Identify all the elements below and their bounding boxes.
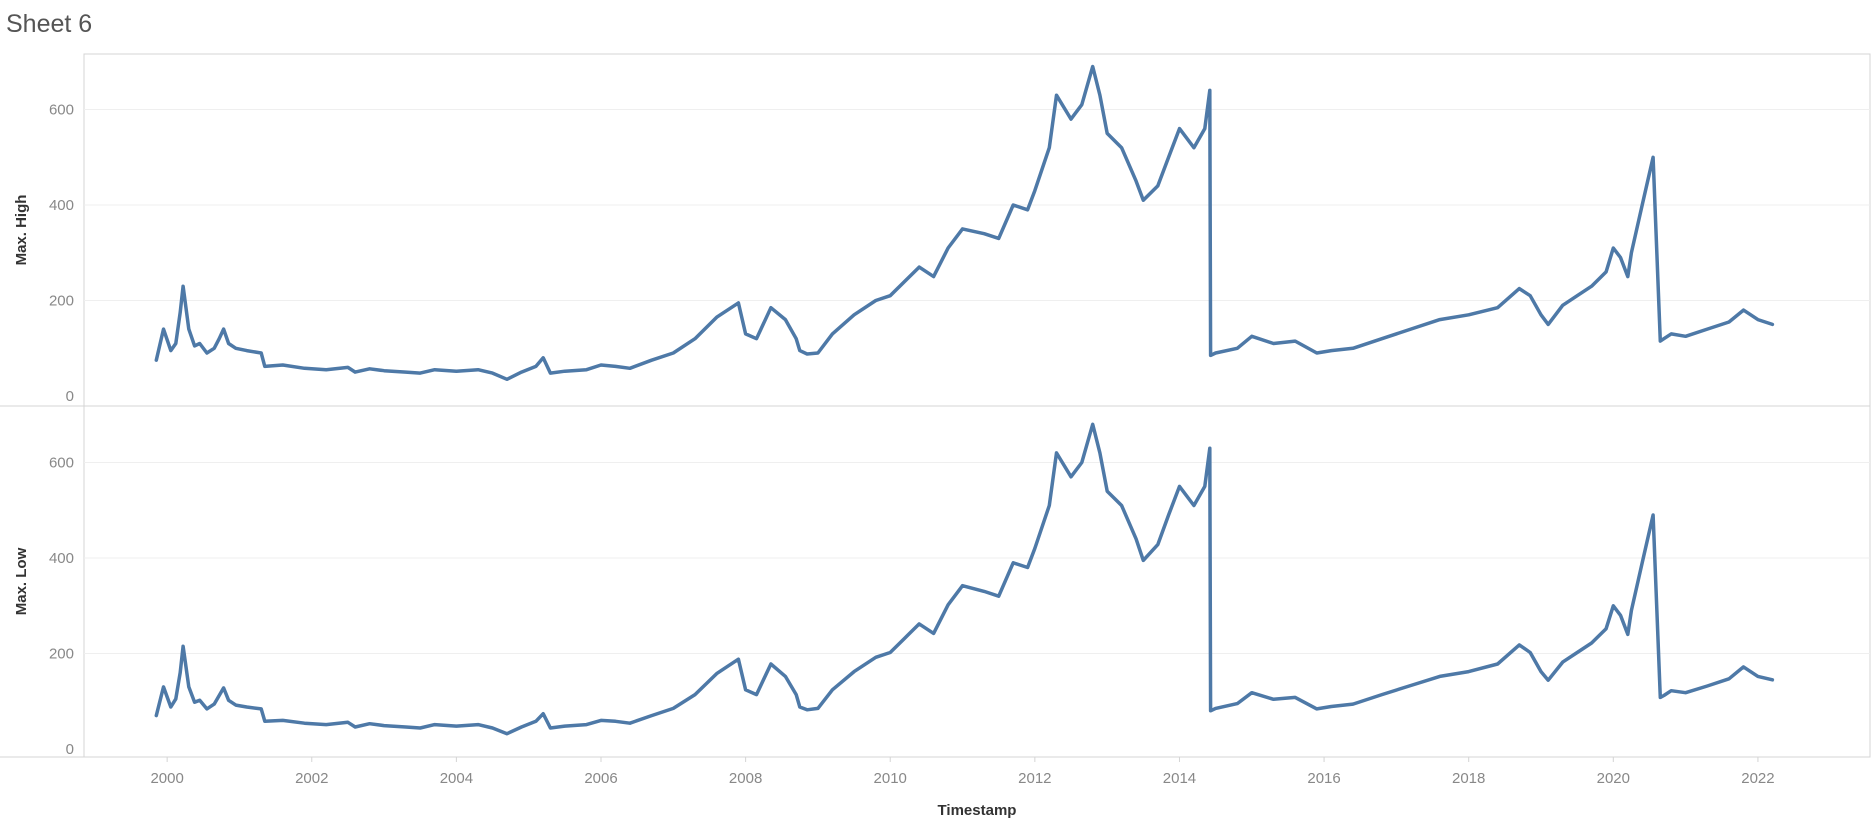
y-axis-title: Max. High [13,195,30,266]
x-tick-label: 2014 [1163,770,1196,787]
y-tick-label: 0 [66,388,74,405]
series-lines [154,64,1775,736]
y-axis-title: Max. Low [13,547,30,615]
series-line [154,422,1775,736]
x-tick-label: 2016 [1307,770,1340,787]
x-tick-label: 2004 [440,770,473,787]
x-tick-label: 2000 [150,770,183,787]
y-tick-labels: 0 200 400 600 0 200 400 600 [49,102,74,759]
y-tick-label: 400 [49,197,74,214]
y-tick-label: 600 [49,102,74,119]
y-tick-label: 200 [49,646,74,663]
chart-frame [0,53,1871,758]
x-tick-label: 2006 [584,770,617,787]
x-tick-label: 2002 [295,770,328,787]
y-tick-label: 600 [49,455,74,472]
x-tick-label: 2008 [729,770,762,787]
x-tick-label: 2020 [1597,770,1630,787]
y-tick-label: 400 [49,550,74,567]
series-line [154,64,1775,382]
y-axis-titles: Max. High Max. Low [13,195,30,616]
x-tick-label: 2018 [1452,770,1485,787]
x-tick-label: 2010 [874,770,907,787]
y-tick-label: 200 [49,293,74,310]
chart-gridlines [84,109,1870,654]
y-tick-label: 0 [66,741,74,758]
x-tick-label: 2022 [1741,770,1774,787]
sheet-title: Sheet 6 [6,10,93,38]
x-tick-labels: 2000 2002 2004 2006 2008 2010 2012 2014 2016 2018… [150,757,1775,787]
x-axis-title: Timestamp [938,802,1017,819]
x-tick-label: 2012 [1018,770,1051,787]
